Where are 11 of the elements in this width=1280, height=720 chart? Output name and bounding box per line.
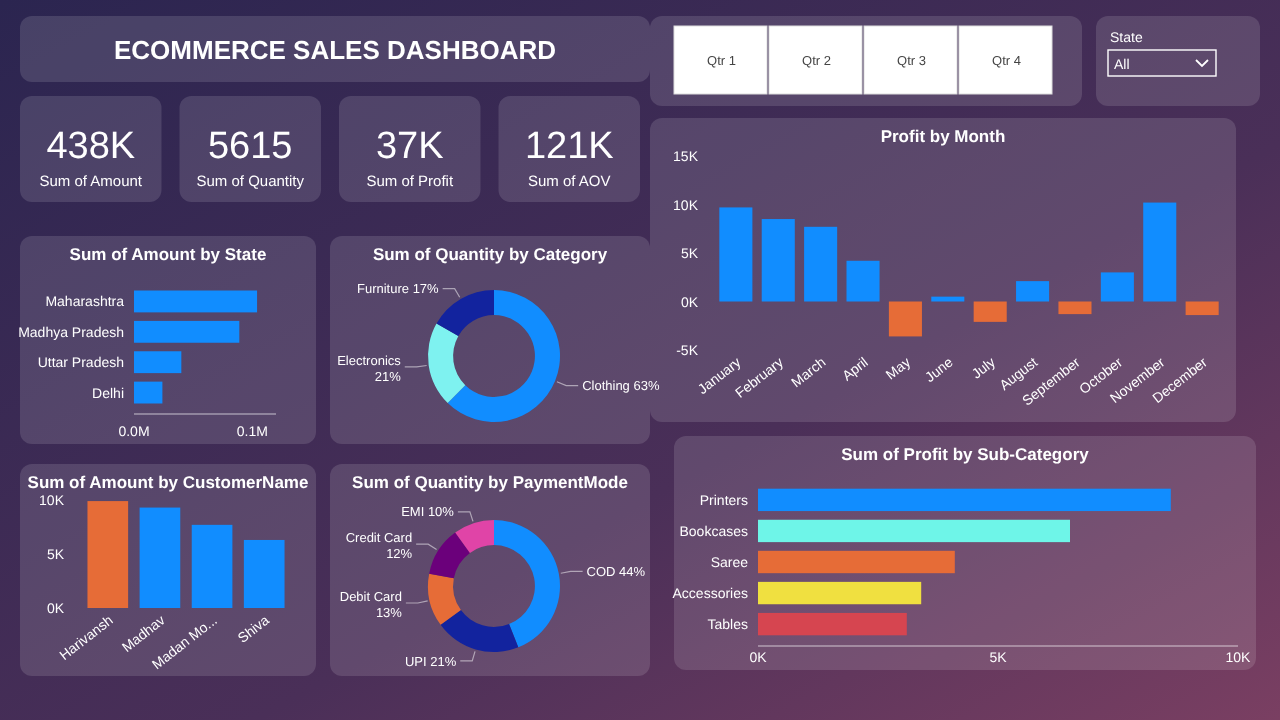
text: 5615 xyxy=(207,126,293,168)
chart-title: Sum of Quantity by PaymentMode xyxy=(352,472,629,492)
text: 438K xyxy=(46,126,136,168)
text: 37K xyxy=(375,126,444,168)
chart-title: Sum of Amount by CustomerName xyxy=(27,472,309,492)
chart-title: Sum of Amount by State xyxy=(69,244,267,264)
chart-title: Sum of Quantity by Category xyxy=(372,244,608,264)
text: 121K xyxy=(524,126,614,168)
chart-title: Sum of Profit by Sub-Category xyxy=(841,444,1090,464)
text: ECOMMERCE SALES DASHBOARD xyxy=(113,35,557,65)
chart-title: Profit by Month xyxy=(880,126,1006,146)
